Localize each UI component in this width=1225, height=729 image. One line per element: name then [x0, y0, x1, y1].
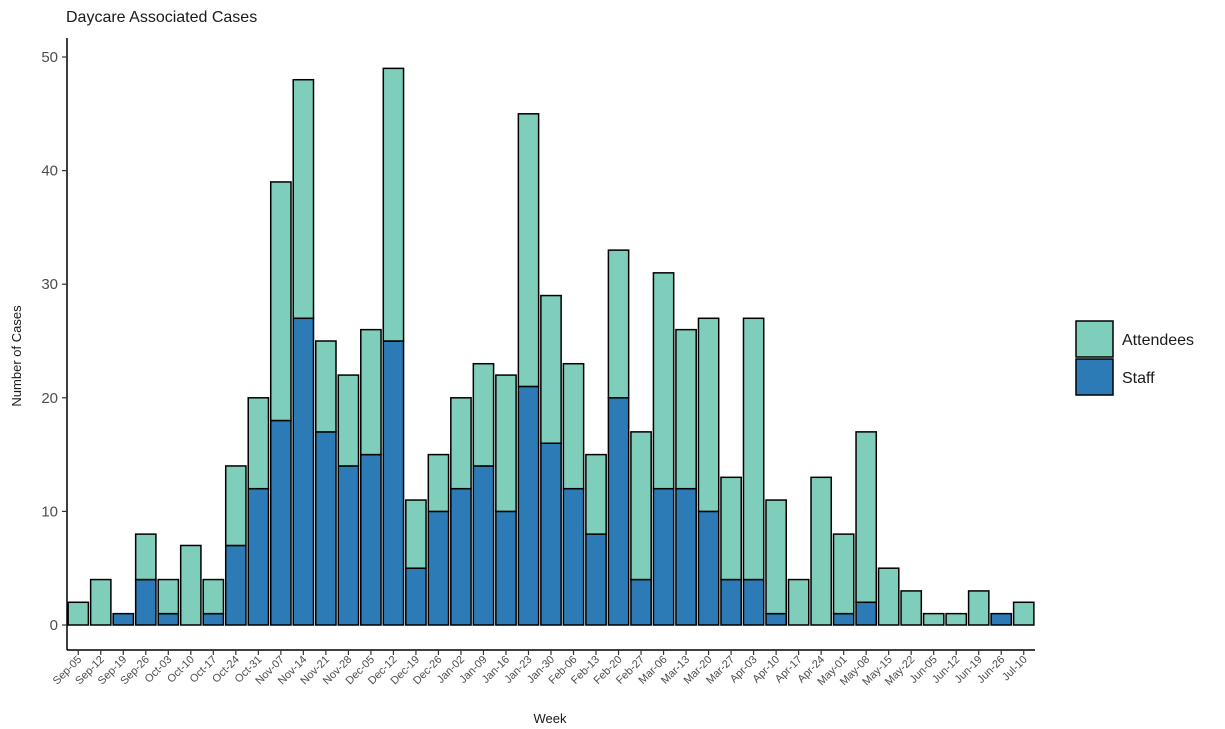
bar-attendees-dec-26 [427, 453, 450, 513]
bar-staff-mar-06 [652, 487, 675, 626]
bar-staff-dec-12 [382, 340, 405, 626]
bar-attendees-mar-27 [720, 476, 742, 581]
bar-staff-jan-09 [472, 465, 495, 626]
bar-attendees-nov-14 [292, 78, 315, 320]
bar-staff-dec-05 [360, 453, 382, 626]
bar-attendees-jan-02 [450, 397, 472, 490]
y-tick-label: 10 [41, 503, 58, 520]
legend-label-attendees: Attendees [1122, 332, 1194, 349]
y-tick-label: 30 [41, 276, 58, 293]
bar-attendees-mar-13 [675, 328, 697, 490]
bar-attendees-dec-12 [382, 67, 405, 342]
bar-staff-mar-20 [697, 510, 720, 626]
bar-attendees-apr-03 [742, 317, 765, 581]
bar-attendees-may-22 [900, 590, 923, 626]
bar-staff-feb-13 [585, 533, 607, 626]
bar-staff-oct-03 [157, 612, 180, 626]
bar-attendees-jun-05 [922, 612, 945, 626]
bar-attendees-jan-23 [517, 113, 540, 388]
bar-staff-may-08 [855, 601, 878, 626]
bar-staff-jan-02 [450, 487, 472, 626]
bar-staff-may-01 [832, 612, 855, 626]
bar-staff-nov-07 [269, 419, 292, 626]
bar-attendees-oct-17 [202, 578, 225, 615]
y-axis-ticks: 0 10 20 30 40 50 [41, 49, 67, 634]
bar-attendees-sep-12 [89, 578, 112, 626]
bar-staff-oct-24 [224, 544, 247, 626]
bar-staff-jun-26 [990, 612, 1013, 626]
bar-staff-sep-26 [134, 578, 157, 626]
bar-attendees-may-01 [832, 533, 855, 615]
x-axis-ticks: Sep-05Sep-12Sep-19Sep-26Oct-03Oct-10Oct-… [51, 650, 1030, 688]
bar-staff-sep-19 [112, 612, 135, 626]
bar-attendees-jun-19 [967, 590, 990, 626]
x-axis-title: Week [534, 711, 567, 726]
bar-staff-apr-10 [765, 612, 787, 626]
bar-staff-nov-21 [315, 431, 337, 626]
bar-attendees-sep-26 [134, 533, 157, 581]
y-tick-label: 20 [41, 390, 58, 407]
bar-attendees-feb-13 [585, 453, 607, 535]
bar-attendees-oct-31 [247, 397, 270, 490]
bar-staff-feb-20 [607, 397, 630, 626]
legend: Attendees Staff [1075, 320, 1194, 396]
bar-attendees-sep-05 [67, 601, 90, 626]
bar-staff-mar-13 [675, 487, 697, 626]
bar-attendees-may-15 [877, 567, 900, 626]
bar-attendees-jul-10 [1012, 601, 1035, 626]
bar-attendees-nov-07 [269, 181, 292, 422]
bar-staff-feb-06 [562, 487, 585, 626]
bar-staff-dec-26 [427, 510, 450, 626]
y-axis-title: Number of Cases [9, 305, 24, 407]
chart-title: Daycare Associated Cases [66, 9, 257, 26]
bar-staff-apr-03 [742, 578, 765, 626]
bar-staff-nov-14 [292, 317, 315, 626]
bar-attendees-apr-24 [810, 476, 833, 626]
bar-attendees-dec-19 [405, 499, 427, 569]
bar-attendees-mar-20 [697, 317, 720, 513]
bar-attendees-feb-06 [562, 362, 585, 490]
bar-attendees-oct-03 [157, 578, 180, 615]
bar-staff-oct-17 [202, 612, 225, 626]
bar-attendees-may-08 [855, 431, 878, 604]
bar-staff-nov-28 [337, 465, 360, 626]
bar-attendees-dec-05 [360, 328, 382, 456]
bar-attendees-nov-21 [315, 340, 337, 433]
bar-staff-jan-16 [495, 510, 517, 626]
bar-staff-dec-19 [405, 567, 427, 626]
legend-label-staff: Staff [1122, 370, 1155, 387]
legend-swatch-staff [1075, 358, 1114, 396]
bar-attendees-jan-16 [495, 374, 517, 513]
bar-attendees-apr-17 [787, 578, 810, 626]
bar-attendees-nov-28 [337, 374, 360, 467]
bar-attendees-jun-12 [945, 612, 968, 626]
bar-attendees-jan-09 [472, 362, 495, 467]
bar-attendees-mar-06 [652, 272, 675, 490]
bar-staff-jan-30 [540, 442, 562, 626]
bar-staff-jan-23 [517, 385, 540, 626]
bar-attendees-jan-30 [540, 294, 562, 444]
bar-attendees-oct-10 [179, 544, 202, 626]
bar-attendees-apr-10 [765, 499, 787, 615]
bar-staff-feb-27 [630, 578, 652, 626]
legend-swatch-attendees [1075, 320, 1114, 358]
bar-attendees-feb-27 [630, 431, 652, 581]
x-tick-label: Jul-10 [1000, 654, 1030, 684]
bar-attendees-oct-24 [224, 465, 247, 547]
bar-attendees-feb-20 [607, 249, 630, 399]
y-tick-label: 40 [41, 163, 58, 180]
bar-staff-oct-31 [247, 487, 270, 626]
y-tick-label: 0 [50, 617, 58, 634]
bar-staff-mar-27 [720, 578, 742, 626]
bars-group [67, 67, 1035, 626]
y-tick-label: 50 [41, 49, 58, 66]
